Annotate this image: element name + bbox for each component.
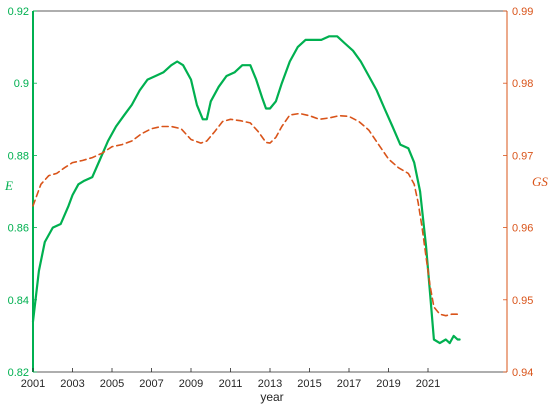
axis-labels: year E GS — [4, 174, 548, 404]
x-tick-label: 2015 — [297, 378, 321, 390]
left-axis-label: E — [4, 178, 13, 193]
right-tick-label: 0.95 — [512, 295, 533, 307]
x-axis-label: year — [260, 390, 283, 404]
left-tick-label: 0.82 — [8, 367, 29, 379]
left-tick-label: 0.86 — [8, 223, 29, 235]
x-tick-label: 2007 — [139, 378, 163, 390]
right-tick-label: 0.94 — [512, 367, 533, 379]
right-tick-label: 0.98 — [512, 78, 533, 90]
x-tick-label: 2013 — [258, 378, 282, 390]
left-tick-label: 0.84 — [8, 295, 29, 307]
series-line-gs — [32, 112, 461, 318]
x-tick-label: 2019 — [376, 378, 400, 390]
x-tick-label: 2011 — [219, 378, 243, 390]
x-tick-label: 2009 — [179, 378, 203, 390]
left-tick-label: 0.88 — [8, 150, 29, 162]
axes: 2001 2003 2005 2007 2009 2011 2013 2015 2017 2019… — [8, 6, 534, 390]
x-tick-label: 2021 — [416, 378, 440, 390]
x-tick-label: 2017 — [337, 378, 361, 390]
right-tick-label: 0.96 — [512, 223, 533, 235]
x-tick-label: 2001 — [21, 378, 45, 390]
right-tick-label: 0.99 — [512, 6, 533, 18]
series-line-e — [31, 35, 461, 345]
left-tick-label: 0.9 — [14, 78, 29, 90]
x-tick-label: 2005 — [100, 378, 124, 390]
right-axis-label: GS — [532, 174, 548, 189]
left-tick-label: 0.92 — [8, 6, 29, 18]
right-tick-label: 0.97 — [512, 150, 533, 162]
series-group — [31, 35, 461, 345]
x-tick-label: 2003 — [60, 378, 84, 390]
